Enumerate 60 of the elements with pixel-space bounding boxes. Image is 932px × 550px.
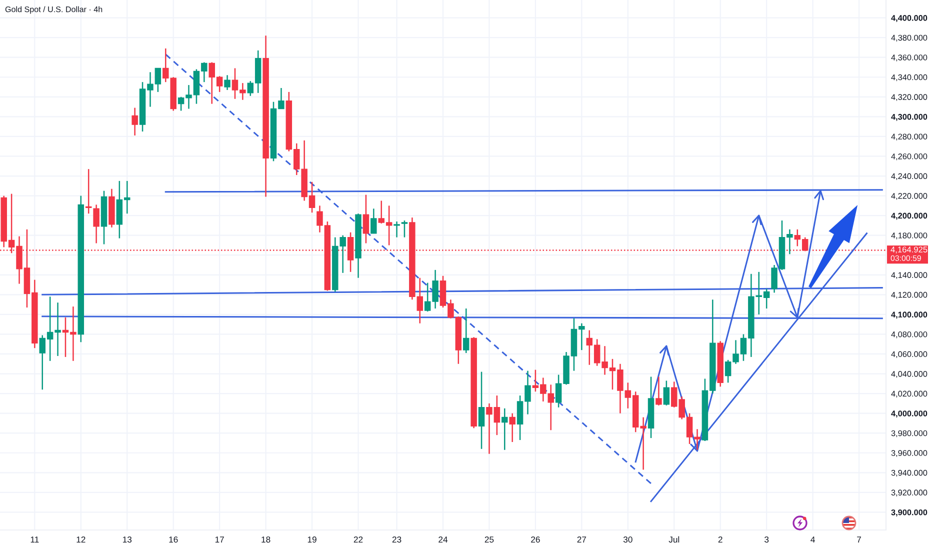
y-tick-label: 3,900.000 xyxy=(891,509,928,516)
x-tick-label: 18 xyxy=(262,536,270,543)
x-tick-label: 16 xyxy=(169,536,178,543)
x-tick-label: 26 xyxy=(531,536,540,543)
candlestick xyxy=(478,371,485,450)
y-tick-label: 4,260.000 xyxy=(891,153,928,160)
x-tick-label: 12 xyxy=(76,536,86,542)
x-tick-label: 19 xyxy=(308,536,316,543)
x-tick-label: 27 xyxy=(577,536,586,542)
ref-line-label: 4,164.925 xyxy=(890,246,928,254)
y-tick-label: 4,060.000 xyxy=(891,351,928,358)
y-tick-label: 3,920.000 xyxy=(891,490,928,496)
x-tick-label: 2 xyxy=(718,536,722,542)
x-tick-label: Jul xyxy=(668,536,680,543)
y-tick-label: 4,400.000 xyxy=(891,15,928,22)
x-tick-label: 3 xyxy=(764,536,769,543)
x-tick-label: 24 xyxy=(438,536,448,542)
x-tick-label: 23 xyxy=(392,536,402,543)
candlestick xyxy=(502,408,508,451)
y-tick-label: 4,220.000 xyxy=(891,193,928,200)
x-tick-label: 17 xyxy=(215,536,224,542)
candlestick xyxy=(362,194,370,244)
y-tick-label: 4,020.000 xyxy=(891,390,928,398)
candlestick xyxy=(663,380,670,406)
y-tick-label: 4,140.000 xyxy=(891,272,928,279)
text: Gold Spot / U.S. Dollar · 4h xyxy=(5,6,102,14)
y-tick-label: 3,960.000 xyxy=(891,450,928,457)
x-tick-label: 7 xyxy=(857,536,861,542)
y-tick-label: 4,080.000 xyxy=(891,331,928,338)
y-tick-label: 4,000.000 xyxy=(891,410,928,418)
candlestick xyxy=(394,220,400,238)
candlestick xyxy=(656,376,662,406)
y-tick-label: 4,340.000 xyxy=(891,74,928,82)
y-tick-label: 4,120.000 xyxy=(891,292,928,299)
x-tick-label: 30 xyxy=(623,536,632,543)
candlestick xyxy=(132,107,138,136)
y-tick-label: 4,200.000 xyxy=(891,212,928,220)
y-tick-label: 4,100.000 xyxy=(891,312,928,319)
x-tick-label: 11 xyxy=(30,536,39,542)
y-tick-label: 4,300.000 xyxy=(891,114,928,121)
candlestick xyxy=(370,208,377,234)
y-tick-label: 3,980.000 xyxy=(891,430,928,438)
y-tick-label: 3,940.000 xyxy=(891,470,928,477)
candlestick xyxy=(462,308,470,354)
candlestick xyxy=(93,204,100,244)
x-tick-label: 4 xyxy=(810,536,815,542)
y-tick-label: 4,380.000 xyxy=(891,34,928,42)
y-tick-label: 4,280.000 xyxy=(891,134,928,140)
candlestick xyxy=(509,412,516,443)
y-tick-label: 4,040.000 xyxy=(891,371,928,378)
x-tick-label: 25 xyxy=(484,536,494,543)
x-tick-label: 22 xyxy=(354,536,363,542)
candlestick xyxy=(401,220,408,238)
y-tick-label: 4,360.000 xyxy=(891,54,928,62)
x-tick-label: 13 xyxy=(122,536,132,543)
y-tick-label: 4,320.000 xyxy=(891,94,928,101)
candlestick xyxy=(224,74,230,91)
y-tick-label: 4,240.000 xyxy=(891,173,928,180)
y-tick-label: 4,180.000 xyxy=(891,232,928,240)
candlestick xyxy=(85,168,92,214)
